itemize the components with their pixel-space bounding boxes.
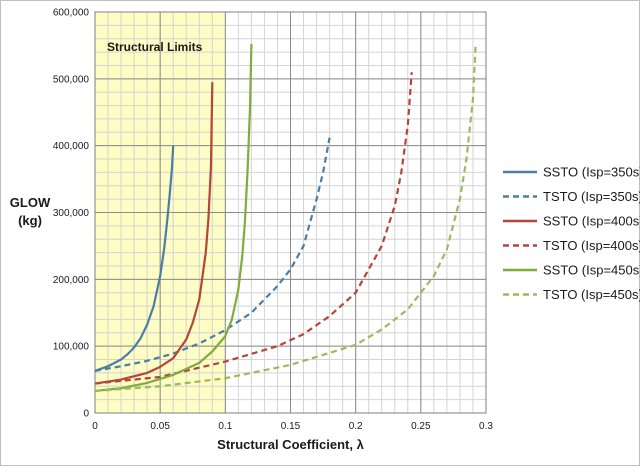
y-tick-label: 400,000	[53, 141, 90, 152]
structural-limits-label: Structural Limits	[107, 40, 203, 54]
legend-item: TSTO (Isp=350s)	[503, 189, 640, 204]
series-line-5	[94, 46, 477, 393]
legend: SSTO (Isp=350s) TSTO (Isp=350s) SSTO (Isp=…	[503, 165, 640, 302]
series-line-0	[94, 145, 175, 372]
x-axis-ticks: 0 0.05 0.1 0.15 0.2 0.25 0.3	[92, 421, 493, 432]
legend-label: TSTO (Isp=400s)	[543, 238, 640, 253]
x-axis-title: Structural Coefficient, λ	[217, 437, 364, 452]
y-axis-title-line-1: GLOW	[10, 195, 51, 210]
x-tick-label: 0.3	[479, 421, 493, 432]
legend-item: TSTO (Isp=450s)	[503, 287, 640, 302]
series-line-4	[94, 44, 253, 393]
legend-label: SSTO (Isp=400s)	[543, 214, 640, 229]
y-tick-label: 500,000	[53, 74, 90, 85]
y-axis-title-line-2: (kg)	[18, 213, 42, 228]
y-axis-ticks: 0 100,000 200,000 300,000 400,000 500,000 600,…	[53, 8, 90, 420]
y-tick-label: 0	[83, 409, 89, 420]
plot-area-frame	[94, 11, 487, 414]
series-line-3	[94, 72, 413, 385]
legend-label: TSTO (Isp=350s)	[543, 189, 640, 204]
x-tick-label: 0.15	[281, 421, 301, 432]
series-line-2	[94, 82, 214, 385]
x-tick-label: 0.05	[150, 421, 170, 432]
series-line-1	[94, 137, 331, 372]
x-tick-label: 0.2	[349, 421, 363, 432]
series-lines	[94, 44, 477, 393]
x-tick-label: 0	[92, 421, 98, 432]
y-tick-label: 100,000	[53, 342, 90, 353]
y-tick-label: 300,000	[53, 208, 90, 219]
legend-item: SSTO (Isp=450s)	[503, 263, 640, 278]
legend-item: SSTO (Isp=350s)	[503, 165, 640, 180]
x-tick-label: 0.25	[411, 421, 431, 432]
y-tick-label: 200,000	[53, 275, 90, 286]
x-tick-label: 0.1	[218, 421, 232, 432]
legend-label: SSTO (Isp=350s)	[543, 165, 640, 180]
legend-label: SSTO (Isp=450s)	[543, 263, 640, 278]
y-tick-label: 600,000	[53, 8, 90, 19]
legend-label: TSTO (Isp=450s)	[543, 287, 640, 302]
legend-item: SSTO (Isp=400s)	[503, 214, 640, 229]
legend-item: TSTO (Isp=400s)	[503, 238, 640, 253]
